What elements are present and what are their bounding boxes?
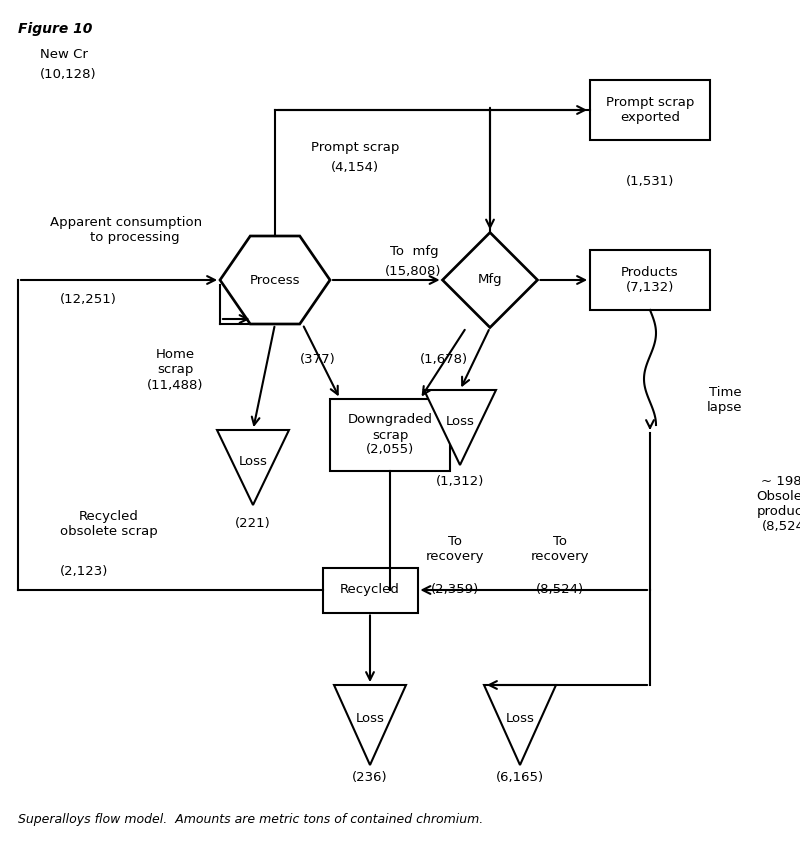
Polygon shape bbox=[424, 390, 496, 465]
Text: (12,251): (12,251) bbox=[60, 294, 117, 306]
Text: To  mfg: To mfg bbox=[390, 246, 438, 258]
Bar bbox=[322, 567, 418, 613]
Bar bbox=[590, 80, 710, 140]
Text: Loss: Loss bbox=[446, 415, 474, 428]
Text: (4,154): (4,154) bbox=[331, 161, 379, 175]
Text: Prompt scrap: Prompt scrap bbox=[311, 142, 399, 154]
Text: (8,524): (8,524) bbox=[536, 583, 584, 597]
Text: Products
(7,132): Products (7,132) bbox=[621, 266, 679, 294]
Text: ~ 1984
Obsolete
products
(8,524): ~ 1984 Obsolete products (8,524) bbox=[756, 475, 800, 533]
Text: (1,678): (1,678) bbox=[420, 354, 468, 366]
Text: Mfg: Mfg bbox=[478, 273, 502, 286]
Text: Recycled: Recycled bbox=[340, 583, 400, 597]
Text: (10,128): (10,128) bbox=[40, 68, 97, 81]
Bar bbox=[590, 250, 710, 310]
Text: (1,531): (1,531) bbox=[626, 176, 674, 188]
Polygon shape bbox=[334, 685, 406, 765]
Text: (15,808): (15,808) bbox=[385, 266, 442, 279]
Text: To
recovery: To recovery bbox=[426, 535, 484, 563]
Polygon shape bbox=[220, 236, 330, 324]
Text: (6,165): (6,165) bbox=[496, 771, 544, 785]
Text: Recycled
obsolete scrap: Recycled obsolete scrap bbox=[60, 510, 158, 538]
Text: Process: Process bbox=[250, 273, 300, 286]
Text: (2,359): (2,359) bbox=[431, 583, 479, 597]
Text: Apparent consumption
    to processing: Apparent consumption to processing bbox=[50, 216, 202, 244]
Text: Loss: Loss bbox=[355, 712, 385, 725]
Text: Prompt scrap
exported: Prompt scrap exported bbox=[606, 96, 694, 124]
Text: Time
lapse: Time lapse bbox=[707, 386, 742, 414]
Text: Superalloys flow model.  Amounts are metric tons of contained chromium.: Superalloys flow model. Amounts are metr… bbox=[18, 814, 483, 826]
Text: New Cr: New Cr bbox=[40, 48, 88, 61]
Text: Loss: Loss bbox=[238, 455, 267, 468]
Text: (236): (236) bbox=[352, 771, 388, 785]
Text: Loss: Loss bbox=[506, 712, 534, 725]
Text: (221): (221) bbox=[235, 517, 271, 531]
Polygon shape bbox=[217, 430, 289, 505]
Text: Home
scrap
(11,488): Home scrap (11,488) bbox=[146, 349, 203, 392]
Text: (2,123): (2,123) bbox=[60, 565, 108, 578]
Text: Figure 10: Figure 10 bbox=[18, 22, 92, 36]
Text: (1,312): (1,312) bbox=[436, 475, 484, 489]
Polygon shape bbox=[484, 685, 556, 765]
Text: Downgraded
scrap
(2,055): Downgraded scrap (2,055) bbox=[347, 414, 433, 457]
Text: (377): (377) bbox=[300, 354, 336, 366]
Polygon shape bbox=[442, 232, 538, 327]
Bar bbox=[330, 399, 450, 471]
Text: To
recovery: To recovery bbox=[530, 535, 590, 563]
